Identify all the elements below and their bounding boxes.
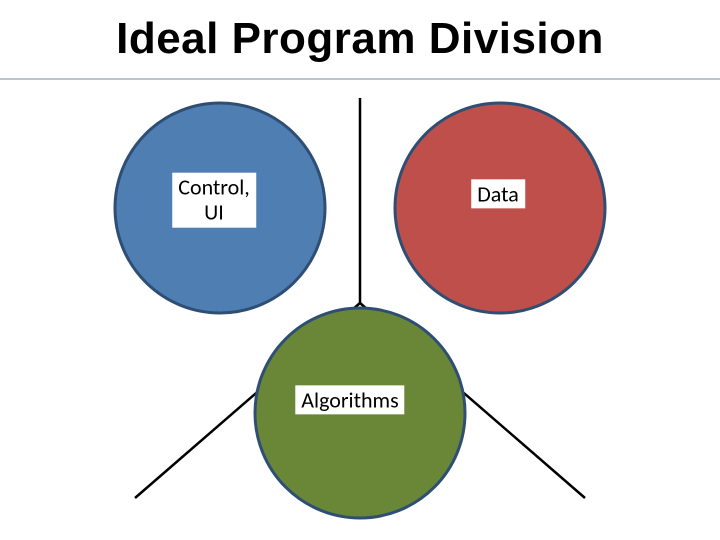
label-control-ui: Control, UI — [172, 173, 256, 228]
page-title: Ideal Program Division — [0, 14, 720, 64]
title-underline — [0, 78, 720, 80]
label-data: Data — [471, 179, 525, 208]
label-algorithms: Algorithms — [295, 385, 404, 414]
label-control-ui-line2: UI — [204, 199, 224, 226]
label-control-ui-line1: Control, — [178, 174, 250, 201]
venn-diagram — [0, 88, 720, 540]
